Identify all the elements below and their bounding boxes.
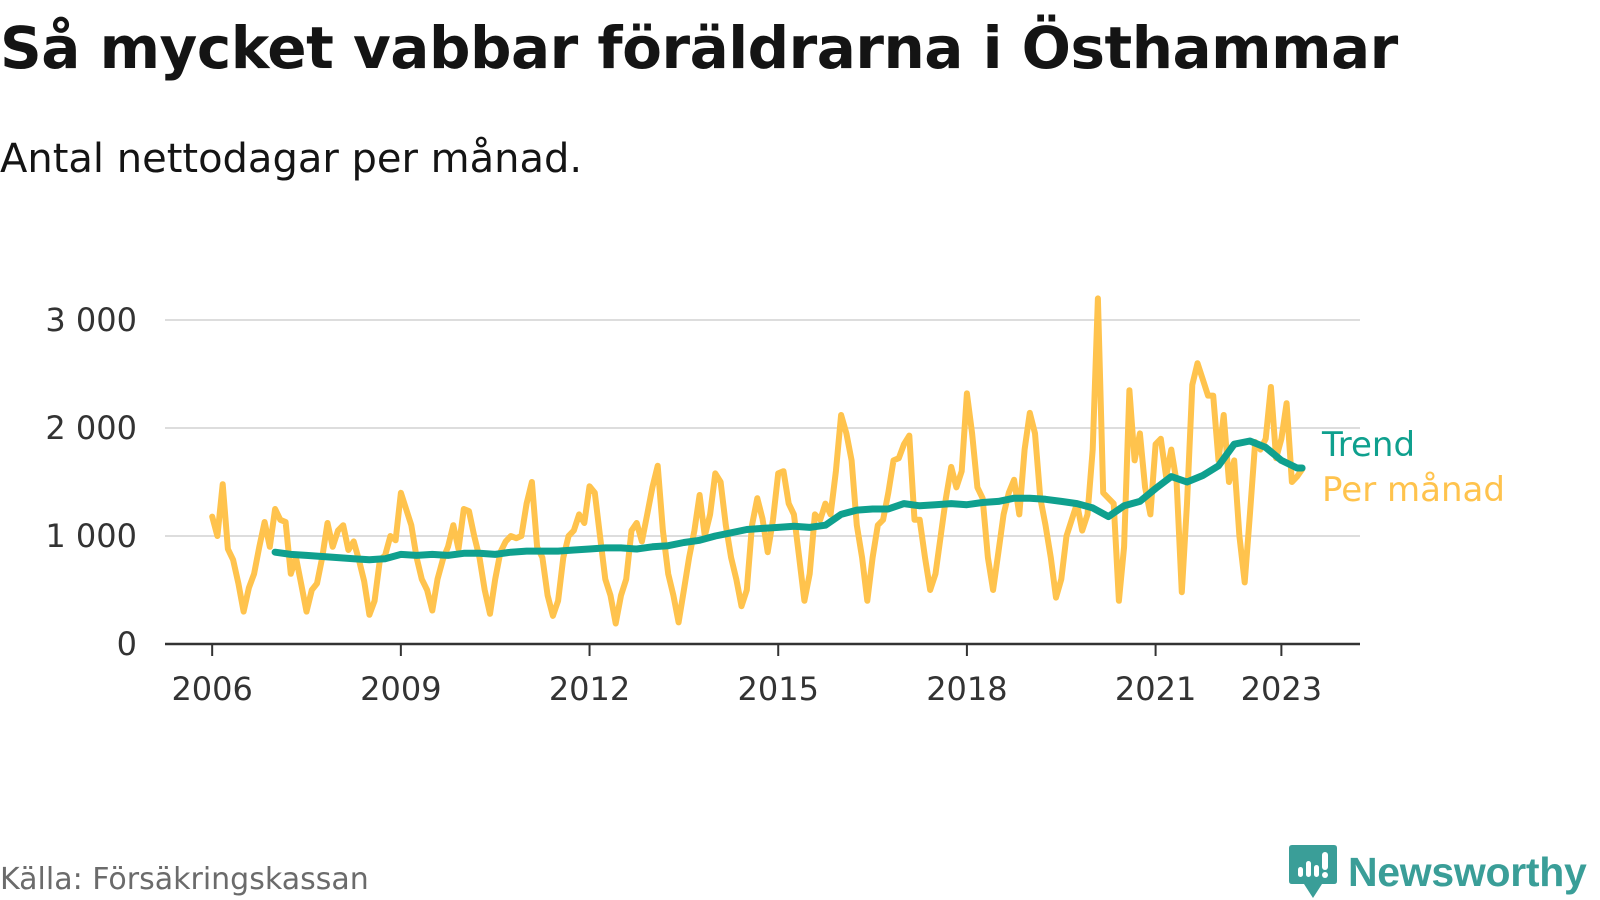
series-label-monthly: Per månad xyxy=(1322,470,1505,510)
x-tick-label: 2018 xyxy=(926,670,1007,708)
grid-layer xyxy=(165,319,1360,537)
series-labels: Per månad Trend xyxy=(1321,425,1505,510)
series-line-monthly xyxy=(209,295,1306,627)
chart-subtitle: Antal nettodagar per månad. xyxy=(0,136,583,182)
x-tick-label: 2006 xyxy=(171,670,252,708)
brand-name: Newsworthy xyxy=(1348,848,1587,895)
series-line-trend xyxy=(271,437,1306,564)
source-note: Källa: Försäkringskassan xyxy=(0,862,369,897)
brand-logo[interactable]: Newsworthy xyxy=(1288,842,1587,900)
y-tick-label: 1 000 xyxy=(45,517,137,555)
chart-title: Så mycket vabbar föräldrarna i Östhammar xyxy=(0,14,1398,82)
y-tick-label: 3 000 xyxy=(45,301,137,339)
series-label-trend: Trend xyxy=(1321,425,1415,465)
x-tick-label: 2023 xyxy=(1241,670,1322,708)
x-tick-label: 2015 xyxy=(738,670,819,708)
newsworthy-logo-icon xyxy=(1289,845,1337,898)
x-tick-label: 2009 xyxy=(360,670,441,708)
x-tick-label: 2021 xyxy=(1115,670,1196,708)
x-tick-label: 2012 xyxy=(549,670,630,708)
y-tick-label: 2 000 xyxy=(45,409,137,447)
y-tick-label: 0 xyxy=(117,625,137,663)
x-axis: 0 1 000 2 000 3 000 2006 2009 2012 2015 2018 2021… xyxy=(45,301,1360,708)
series-layer xyxy=(209,295,1306,627)
